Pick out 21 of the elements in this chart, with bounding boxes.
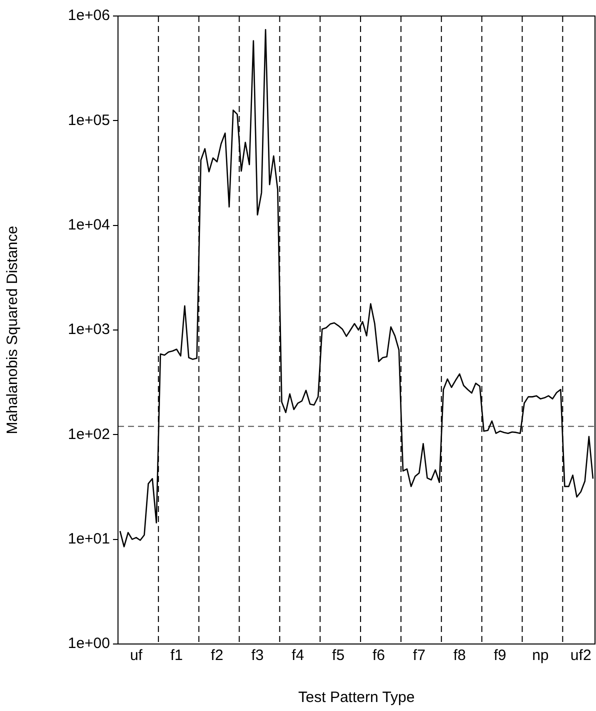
x-tick-label: f1: [170, 647, 183, 664]
x-tick-label: f8: [453, 647, 466, 664]
y-tick-label: 1e+04: [68, 216, 110, 234]
x-tick-label: uf2: [570, 647, 592, 664]
x-tick-label: f6: [372, 647, 385, 664]
x-tick-label: f2: [210, 647, 224, 664]
x-tick-label: f3: [251, 647, 264, 664]
y-tick-label: 1e+05: [68, 112, 110, 129]
y-tick-label: 1e+01: [68, 530, 110, 548]
y-tick-label: 1e+06: [68, 7, 110, 24]
x-tick-label: np: [532, 647, 549, 664]
y-tick-label: 1e+03: [68, 321, 110, 338]
x-tick-label: uf: [130, 647, 144, 664]
y-tick-label: 1e+02: [68, 426, 110, 443]
x-tick-label: f9: [494, 647, 506, 664]
x-axis-title: Test Pattern Type: [298, 689, 415, 706]
y-axis-title: Mahalanobis Squared Distance: [4, 226, 22, 434]
y-tick-label: 1e+00: [68, 635, 110, 652]
x-tick-label: f4: [292, 647, 304, 664]
x-tick-label: f7: [412, 647, 426, 664]
x-tick-label: f5: [332, 647, 345, 664]
